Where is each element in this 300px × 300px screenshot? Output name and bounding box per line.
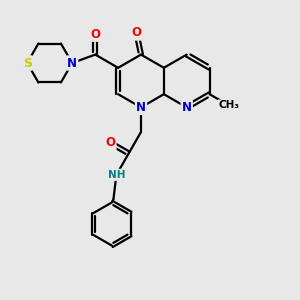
Text: O: O — [131, 26, 142, 40]
Text: O: O — [105, 136, 116, 149]
Text: N: N — [67, 56, 77, 70]
Text: CH₃: CH₃ — [219, 100, 240, 110]
Text: NH: NH — [108, 170, 125, 180]
Text: S: S — [23, 56, 32, 70]
Text: O: O — [90, 28, 100, 41]
Text: N: N — [182, 101, 192, 114]
Text: N: N — [136, 101, 146, 114]
